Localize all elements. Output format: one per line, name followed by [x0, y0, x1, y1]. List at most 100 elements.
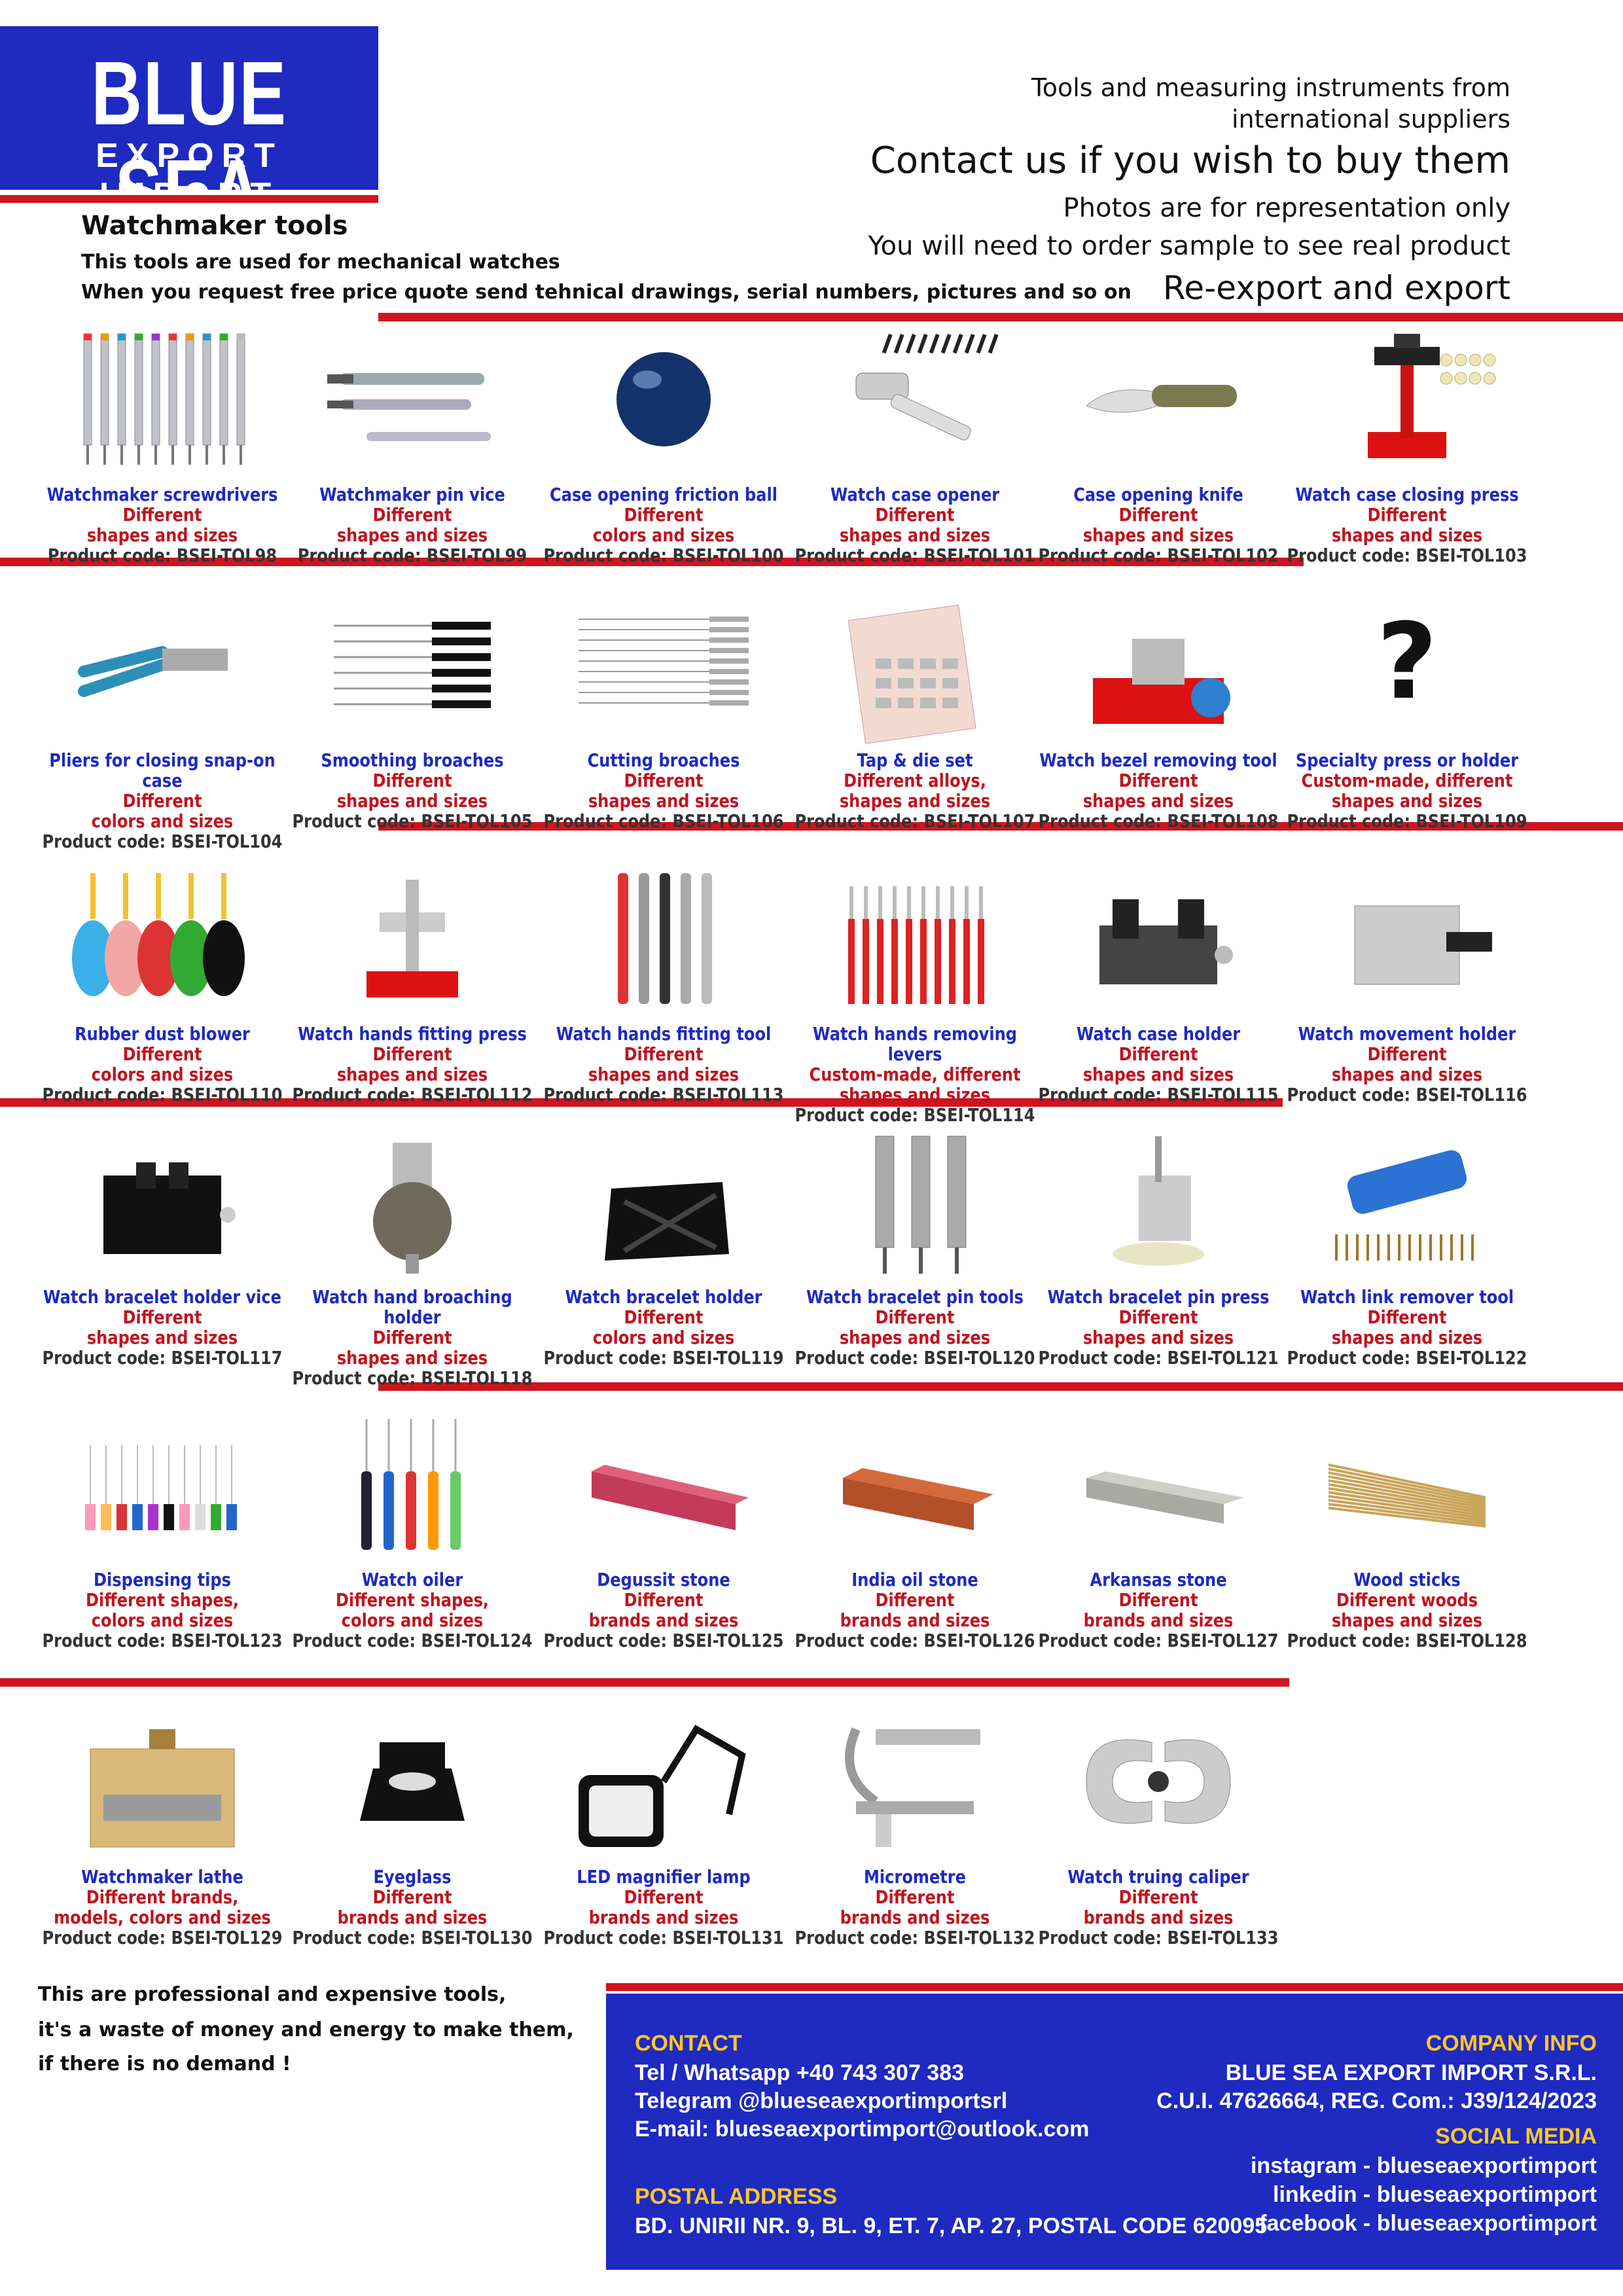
product-desc-2: shapes and sizes [1331, 790, 1483, 812]
product-name: Case opening friction ball [550, 484, 777, 505]
product-card: Watch link remover tool Different shapes a… [1270, 1123, 1544, 1385]
product-desc-1: Different [372, 1886, 452, 1908]
dust-blower-icon [64, 860, 260, 1017]
closing-press-icon [1309, 321, 1505, 478]
product-desc-2: models, colors and sizes [54, 1907, 271, 1928]
product-desc-2: colors and sizes [341, 1609, 484, 1631]
contact-telegram[interactable]: Telegram @blueseaexportimportsrl [635, 2089, 1008, 2113]
product-caption: Watch bracelet holder vice Different shape… [33, 1287, 292, 1368]
product-desc-1: Different [372, 504, 452, 526]
product-code: Product code: BSEI-TOL123 [42, 1630, 283, 1651]
product-desc-2: shapes and sizes [1331, 524, 1483, 546]
product-desc-2: brands and sizes [840, 1907, 990, 1928]
product-card: Watch hands fitting tool Different shapes … [526, 860, 801, 1122]
product-desc-2: shapes and sizes [86, 1327, 238, 1348]
header-sample-note: You will need to order sample to see rea… [868, 231, 1510, 261]
product-name: Cutting broaches [587, 749, 740, 771]
product-card: LED magnifier lamp Different brands and si… [526, 1703, 801, 1965]
contact-email[interactable]: E-mail: blueseaexportimport@outlook.com [635, 2117, 1090, 2142]
product-caption: Watch oiler Different shapes, colors and s… [283, 1570, 542, 1651]
product-caption: Watch hand broaching holder Different shap… [283, 1287, 542, 1388]
product-desc-2: colors and sizes [592, 524, 735, 546]
product-desc-1: Different [1367, 1043, 1447, 1065]
product-code: Product code: BSEI-TOL125 [543, 1630, 784, 1651]
social-instagram[interactable]: instagram - blueseaexportimport [1250, 2153, 1597, 2178]
arkansas-stone-icon [1060, 1406, 1257, 1563]
hands-fitting-tool-icon [565, 860, 762, 1017]
product-card: Cutting broaches Different shapes and size… [526, 586, 801, 848]
product-caption: Wood sticks Different woods shapes and siz… [1277, 1570, 1537, 1651]
product-name: Watch link remover tool [1300, 1286, 1514, 1308]
product-caption: Rubber dust blower Different colors and si… [33, 1024, 292, 1105]
product-caption: Watch movement holder Different shapes and… [1277, 1024, 1537, 1105]
product-desc-2: shapes and sizes [839, 524, 991, 546]
product-card: Watch bracelet pin press Different shapes … [1021, 1123, 1296, 1385]
product-caption: Specialty press or holder Custom-made, di… [1277, 750, 1537, 831]
product-desc-1: Different [1118, 1886, 1198, 1908]
product-name: Watch truing caliper [1067, 1866, 1249, 1888]
header-photos-note: Photos are for representation only [1063, 193, 1510, 223]
product-caption: Watch hands fitting press Different shapes… [283, 1024, 542, 1105]
product-name: Watch case opener [830, 484, 1000, 505]
product-card: Case opening friction ball Different color… [526, 321, 801, 583]
product-desc-2: shapes and sizes [839, 1327, 991, 1348]
link-remover-icon [1309, 1123, 1505, 1280]
truing-caliper-icon [1060, 1703, 1257, 1860]
contact-phone[interactable]: Tel / Whatsapp +40 743 307 383 [635, 2060, 965, 2085]
product-code: Product code: BSEI-TOL112 [292, 1084, 533, 1105]
broaching-holder-icon [314, 1123, 510, 1280]
wood-sticks-icon [1309, 1406, 1505, 1563]
product-caption: Watch bracelet holder Different colors and… [534, 1287, 793, 1368]
product-desc-2: shapes and sizes [336, 524, 488, 546]
product-code: Product code: BSEI-TOL102 [1038, 545, 1279, 566]
tap-die-set-icon [817, 586, 1013, 744]
social-label: SOCIAL MEDIA [1435, 2124, 1597, 2149]
separator-band [0, 558, 1304, 566]
product-caption: Watchmaker lathe Different brands, models,… [33, 1867, 292, 1948]
product-desc-2: brands and sizes [337, 1907, 488, 1928]
product-code: Product code: BSEI-TOL115 [1038, 1084, 1279, 1105]
india-stone-icon [817, 1406, 1013, 1563]
company-reg: C.U.I. 47626664, REG. Com.: J39/124/2023 [1156, 2089, 1597, 2113]
footer-note-1: This are professional and expensive tool… [38, 1983, 507, 2006]
product-card: Watch hands fitting press Different shapes… [275, 860, 550, 1122]
product-desc-1: Different [875, 1886, 955, 1908]
product-card: Watch oiler Different shapes, colors and s… [275, 1406, 550, 1668]
product-desc-2: shapes and sizes [1331, 1327, 1483, 1348]
product-desc-1: Different brands, [86, 1886, 239, 1908]
bracelet-vice-icon [64, 1123, 260, 1280]
product-code: Product code: BSEI-TOL130 [292, 1927, 533, 1948]
product-desc-1: Different [1367, 1306, 1447, 1328]
product-card: Tap & die set Different alloys, shapes and… [777, 586, 1052, 848]
product-card: Rubber dust blower Different colors and si… [25, 860, 300, 1122]
product-code: Product code: BSEI-TOL101 [794, 545, 1035, 566]
product-desc-1: Different [372, 1043, 452, 1065]
product-code: Product code: BSEI-TOL106 [543, 810, 784, 832]
product-card: Micrometre Different brands and sizes Produ… [777, 1703, 1052, 1965]
product-desc-1: Different [122, 504, 202, 526]
product-desc-2: brands and sizes [1083, 1907, 1234, 1928]
product-code: Product code: BSEI-TOL110 [42, 1084, 283, 1105]
product-name: Watch bracelet holder vice [43, 1286, 282, 1308]
product-card: Watchmaker lathe Different brands, models,… [25, 1703, 300, 1965]
header-contact-us: Contact us if you wish to buy them [870, 139, 1510, 182]
separator-band [378, 1382, 1623, 1391]
product-desc-1: Different woods [1336, 1589, 1478, 1611]
product-code: Product code: BSEI-TOL121 [1038, 1347, 1279, 1369]
product-card: Watch hand broaching holder Different shap… [275, 1123, 550, 1388]
separator-band [0, 1098, 1283, 1107]
dispensing-tips-icon [64, 1406, 260, 1563]
product-name: Smoothing broaches [321, 749, 504, 771]
smoothing-broaches-icon [314, 586, 510, 744]
social-facebook[interactable]: facebook - blueseaexportimport [1259, 2211, 1597, 2236]
product-desc-2: colors and sizes [91, 810, 234, 832]
micrometre-icon [817, 1703, 1013, 1860]
product-name: Degussit stone [597, 1569, 730, 1590]
product-desc-2: colors and sizes [91, 1609, 234, 1631]
product-desc-1: Custom-made, different [1301, 770, 1513, 791]
product-name: Tap & die set [857, 749, 973, 771]
product-card: Dispensing tips Different shapes, colors a… [25, 1406, 300, 1668]
social-linkedin[interactable]: linkedin - blueseaexportimport [1273, 2182, 1597, 2207]
lathe-icon [64, 1703, 260, 1860]
product-code: Product code: BSEI-TOL114 [794, 1104, 1035, 1126]
